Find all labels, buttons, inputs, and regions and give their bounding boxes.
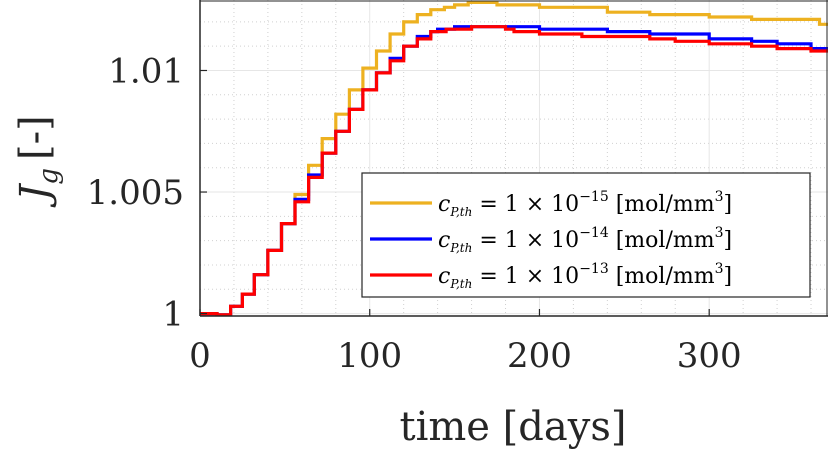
x-tick-label: 0 (189, 336, 211, 376)
legend-label: cP,th = 1 × 10−14 [mol/mm3] (438, 225, 732, 255)
axes (199, 0, 828, 317)
y-ticks: 1 1.005 1.01 (87, 51, 207, 335)
legend-label-part: −15 (579, 189, 609, 205)
legend-box (361, 172, 811, 298)
legend-label-part: c (438, 264, 450, 289)
legend-label-part: [mol/mm (609, 192, 715, 217)
legend-label-part: ] (724, 228, 733, 253)
legend-label: cP,th = 1 × 10−13 [mol/mm3] (438, 261, 732, 291)
legend-label-part: ] (724, 264, 733, 289)
legend-label-part: −14 (579, 225, 609, 241)
x-tick-label: 300 (677, 336, 742, 376)
legend-label-part: P,th (449, 205, 472, 219)
legend-entry-1: cP,th = 1 × 10−15 [mol/mm3] (370, 189, 732, 219)
legend: cP,th = 1 × 10−15 [mol/mm3]cP,th = 1 × 1… (361, 172, 811, 298)
x-tick-label: 200 (507, 336, 572, 376)
x-tick-label: 100 (337, 336, 402, 376)
y-label-main: J (12, 183, 58, 208)
legend-label-part: P,th (449, 241, 472, 255)
y-axis-label: Jg [-] (12, 115, 64, 207)
legend-label-part: c (438, 192, 450, 217)
legend-label-part: = 1 × 10 (472, 264, 579, 289)
legend-label-part: 3 (715, 225, 724, 241)
legend-label: cP,th = 1 × 10−15 [mol/mm3] (438, 189, 732, 219)
legend-label-part: c (438, 228, 450, 253)
legend-label-part: −13 (579, 261, 609, 277)
legend-label-part: 3 (715, 261, 724, 277)
y-label-unit: [-] (12, 115, 58, 160)
legend-entries: cP,th = 1 × 10−15 [mol/mm3]cP,th = 1 × 1… (370, 189, 732, 291)
legend-label-part: = 1 × 10 (472, 228, 579, 253)
legend-label-part: = 1 × 10 (472, 192, 579, 217)
legend-entry-3: cP,th = 1 × 10−13 [mol/mm3] (370, 261, 732, 291)
legend-label-part: [mol/mm (609, 264, 715, 289)
y-label-sub: g (34, 168, 64, 185)
series-line-3 (200, 25, 828, 317)
legend-label-part: [mol/mm (609, 228, 715, 253)
y-tick-label: 1.01 (108, 51, 184, 91)
x-axis-label: time [days] (400, 404, 627, 450)
legend-label-part: 3 (715, 189, 724, 205)
y-tick-label: 1.005 (87, 173, 184, 213)
x-ticks: 0 100 200 300 (189, 309, 742, 376)
series-layer (200, 0, 828, 317)
legend-label-part: P,th (449, 277, 472, 291)
legend-label-part: ] (724, 192, 733, 217)
y-axis-label-text: Jg [-] (12, 115, 64, 207)
legend-entry-2: cP,th = 1 × 10−14 [mol/mm3] (370, 225, 732, 255)
y-tick-label: 1 (162, 295, 184, 335)
